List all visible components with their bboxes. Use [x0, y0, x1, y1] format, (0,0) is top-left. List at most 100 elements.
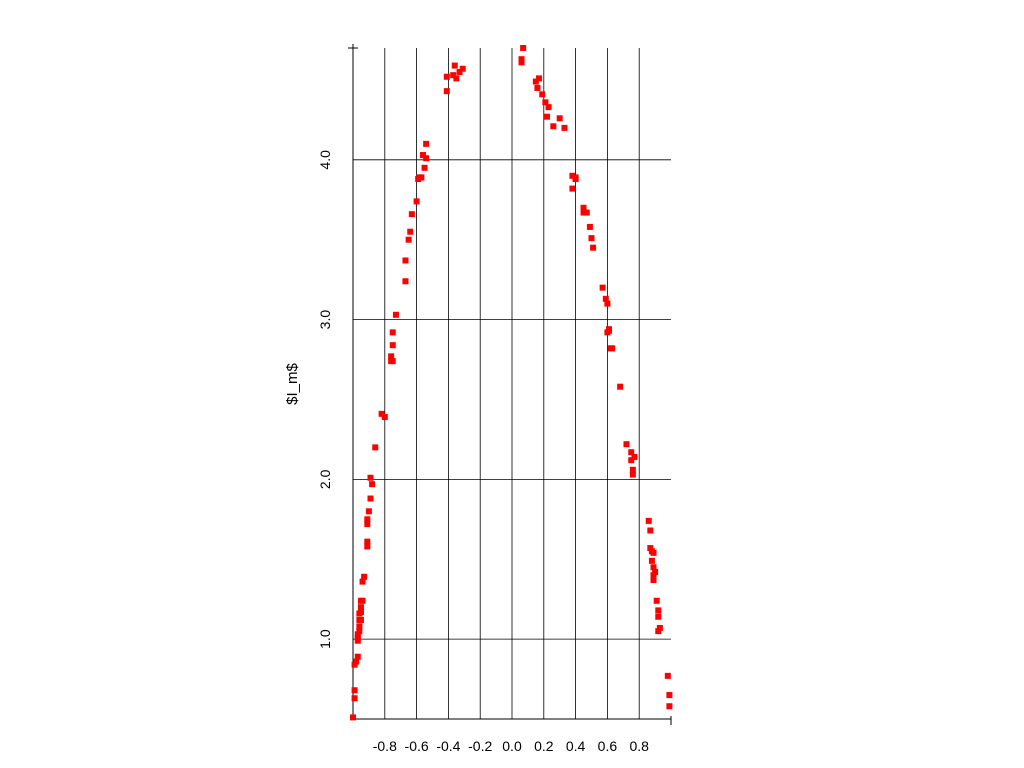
data-point: [602, 295, 609, 302]
data-point: [402, 257, 409, 264]
data-point: [543, 113, 550, 120]
data-point: [389, 342, 396, 349]
data-point: [423, 155, 430, 162]
data-point: [569, 185, 576, 192]
data-point: [351, 695, 358, 702]
data-point: [532, 78, 539, 85]
data-point: [367, 474, 374, 481]
data-point: [550, 123, 557, 130]
data-point: [609, 345, 616, 352]
grid-lines: [353, 48, 671, 719]
data-point: [354, 637, 361, 644]
data-point: [664, 672, 671, 679]
data-point: [364, 543, 371, 550]
data-point: [459, 65, 466, 72]
data-point: [381, 414, 388, 421]
data-point: [359, 597, 366, 604]
data-point: [421, 164, 428, 171]
data-point: [407, 228, 414, 235]
data-point: [645, 517, 652, 524]
data-point: [572, 174, 579, 181]
data-point: [367, 495, 374, 502]
data-point: [419, 152, 426, 159]
data-point: [350, 714, 356, 721]
data-point: [443, 88, 450, 95]
data-point: [365, 508, 372, 515]
data-point: [357, 604, 364, 611]
data-point: [628, 449, 635, 456]
tick-labels: -0.8 -0.6 -0.4 -0.2 0.0 0.2 0.4 0.6 0.8 1.0 2.0 3.0…: [317, 150, 649, 754]
data-point: [556, 115, 563, 122]
data-point: [629, 471, 636, 478]
data-point: [650, 549, 657, 556]
data-point: [666, 703, 673, 710]
data-point: [351, 687, 358, 694]
data-point: [604, 300, 611, 307]
data-point: [413, 198, 420, 205]
data-point: [456, 68, 463, 75]
data-point: [518, 59, 525, 66]
data-point: [536, 75, 543, 82]
data-point: [586, 223, 593, 230]
x-tick-label: -0.4: [436, 738, 460, 754]
data-point: [388, 353, 395, 360]
data-point: [650, 572, 657, 579]
data-point: [364, 521, 371, 528]
data-point: [647, 527, 654, 534]
x-tick-label: -0.2: [468, 738, 492, 754]
data-point: [542, 99, 549, 106]
data-point: [357, 608, 364, 615]
data-point: [354, 634, 361, 641]
data-points: [350, 45, 673, 721]
data-point: [356, 623, 363, 630]
data-point: [605, 326, 612, 333]
data-point: [450, 72, 457, 79]
data-point: [357, 616, 364, 623]
data-point: [418, 174, 425, 181]
data-point: [590, 244, 597, 251]
data-point: [364, 516, 371, 523]
y-tick-label: 2.0: [317, 469, 333, 489]
data-point: [356, 628, 363, 635]
data-point: [389, 329, 396, 336]
x-tick-label: 0.8: [629, 738, 649, 754]
data-point: [656, 624, 663, 631]
data-point: [518, 56, 525, 63]
x-tick-label: 0.0: [502, 738, 522, 754]
data-point: [655, 628, 662, 635]
data-point: [623, 441, 630, 448]
axes: [348, 44, 672, 725]
data-point: [534, 84, 541, 91]
data-point: [361, 573, 368, 580]
data-point: [629, 466, 636, 473]
data-point: [405, 236, 412, 243]
data-point: [389, 358, 396, 365]
x-tick-label: -0.8: [373, 738, 397, 754]
data-point: [369, 481, 376, 488]
data-point: [453, 75, 460, 82]
data-point: [354, 653, 361, 660]
data-point: [353, 658, 360, 665]
data-point: [599, 284, 606, 291]
data-point: [423, 140, 430, 147]
data-point: [402, 278, 409, 285]
data-point: [650, 577, 657, 584]
data-point: [539, 91, 546, 98]
data-point: [359, 578, 366, 585]
data-point: [666, 692, 673, 699]
data-point: [648, 557, 655, 564]
data-point: [647, 545, 654, 552]
data-point: [451, 62, 458, 69]
y-tick-label: 3.0: [317, 310, 333, 330]
data-point: [443, 73, 450, 80]
data-point: [569, 172, 576, 179]
data-point: [653, 597, 660, 604]
data-point: [545, 104, 552, 111]
data-point: [655, 613, 662, 620]
y-tick-label: 1.0: [317, 629, 333, 649]
x-tick-label: 0.4: [566, 738, 586, 754]
x-tick-label: 0.6: [598, 738, 618, 754]
data-point: [520, 45, 527, 51]
data-point: [655, 607, 662, 614]
